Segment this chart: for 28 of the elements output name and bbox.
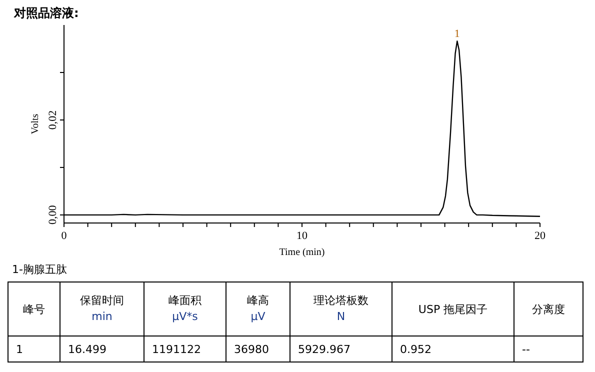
text: 峰号 [23,303,45,316]
x-tick-label: 20 [534,230,546,242]
text: 理论塔板数 [314,294,368,307]
text: 保留时间 [80,294,124,307]
text: 峰面积 [168,294,202,307]
y-tick-label: 0,00 [47,204,59,225]
text: 分离度 [532,303,565,316]
y-tick-label: 0,02 [47,110,59,130]
text: 16.499 [68,343,106,356]
chart-title: 对照品溶液: [13,6,79,20]
text: μV*s [172,310,198,323]
annotation: 1 [454,28,460,40]
x-axis-title: Time (min) [279,247,325,258]
text: 36980 [234,343,269,356]
text: 5929.967 [298,343,350,356]
text: USP 拖尾因子 [418,303,488,316]
text: 0.952 [400,343,432,356]
text: min [92,310,112,323]
text: 1-胸腺五肽 [12,263,67,276]
text: μV [250,310,266,323]
text: 1 [16,343,23,356]
y-axis-title: Volts [30,114,41,134]
text: 1191122 [152,343,201,356]
x-tick-label: 10 [296,230,308,242]
text: N [336,310,346,323]
x-tick-label: 0 [61,230,68,242]
text: 峰高 [247,294,269,307]
text: -- [522,343,530,356]
